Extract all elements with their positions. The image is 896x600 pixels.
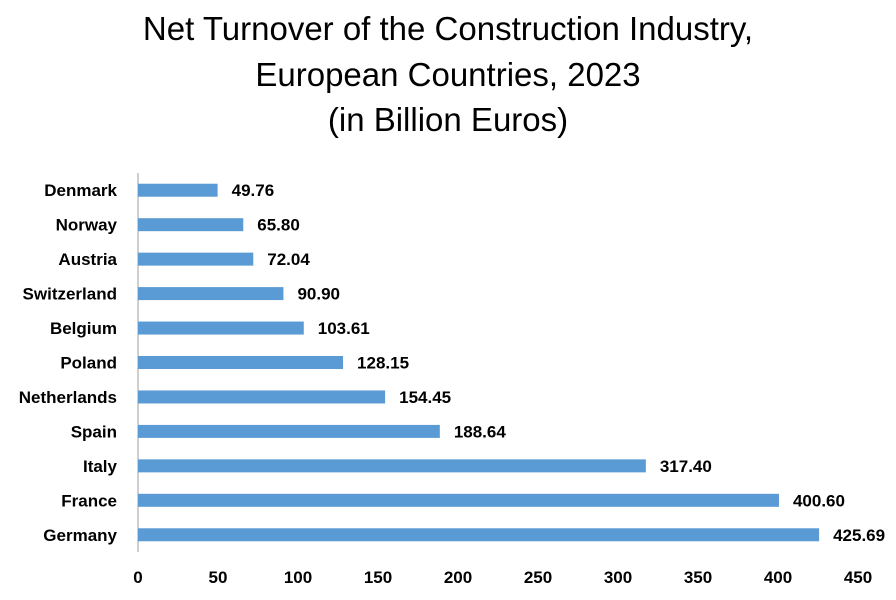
chart-title-line-2: European Countries, 2023 bbox=[255, 56, 640, 93]
data-label: 188.64 bbox=[454, 422, 507, 441]
x-tick-label: 0 bbox=[133, 568, 142, 587]
category-label: Germany bbox=[43, 526, 117, 545]
category-label: Italy bbox=[83, 457, 118, 476]
category-label: Belgium bbox=[50, 319, 117, 338]
data-label: 49.76 bbox=[232, 181, 275, 200]
x-tick-label: 300 bbox=[604, 568, 632, 587]
x-tick-label: 250 bbox=[524, 568, 552, 587]
plot-area: Denmark 49.76 Norway 65.80 Austria 72.04 Switz… bbox=[19, 173, 885, 587]
bar-denmark bbox=[138, 183, 218, 197]
data-label: 317.40 bbox=[660, 457, 712, 476]
data-label: 128.15 bbox=[357, 354, 409, 373]
x-tick-label: 50 bbox=[209, 568, 228, 587]
bar-italy bbox=[138, 459, 646, 473]
bar-belgium bbox=[138, 321, 304, 335]
category-label: Poland bbox=[60, 354, 117, 373]
bar-switzerland bbox=[138, 287, 284, 301]
data-label: 65.80 bbox=[257, 216, 300, 235]
category-label: Spain bbox=[71, 422, 117, 441]
x-tick-label: 400 bbox=[764, 568, 792, 587]
bar-norway bbox=[138, 218, 244, 232]
bar-france bbox=[138, 493, 779, 507]
data-label: 90.90 bbox=[297, 285, 340, 304]
bar-spain bbox=[138, 424, 440, 438]
chart-title: Net Turnover of the Construction Industr… bbox=[143, 10, 753, 138]
x-tick-label: 350 bbox=[684, 568, 712, 587]
data-label: 425.69 bbox=[833, 526, 885, 545]
x-tick-label: 150 bbox=[364, 568, 392, 587]
bar-poland bbox=[138, 356, 344, 369]
data-label: 154.45 bbox=[399, 388, 451, 407]
x-tick-label: 100 bbox=[284, 568, 312, 587]
category-label: Denmark bbox=[44, 181, 117, 200]
x-tick-label: 200 bbox=[444, 568, 472, 587]
category-label: Norway bbox=[56, 216, 118, 235]
chart-title-line-1: Net Turnover of the Construction Industr… bbox=[143, 10, 753, 47]
bar-netherlands bbox=[138, 390, 386, 404]
category-label: Netherlands bbox=[19, 388, 117, 407]
category-label: Austria bbox=[58, 250, 117, 269]
category-label: Switzerland bbox=[23, 285, 117, 304]
x-tick-label: 450 bbox=[844, 568, 872, 587]
bar-germany bbox=[138, 528, 820, 542]
category-label: France bbox=[61, 491, 117, 510]
data-label: 400.60 bbox=[793, 491, 845, 510]
data-label: 103.61 bbox=[318, 319, 370, 338]
bar-austria bbox=[138, 252, 254, 266]
chart-title-line-3: (in Billion Euros) bbox=[328, 101, 568, 138]
data-label: 72.04 bbox=[267, 250, 310, 269]
